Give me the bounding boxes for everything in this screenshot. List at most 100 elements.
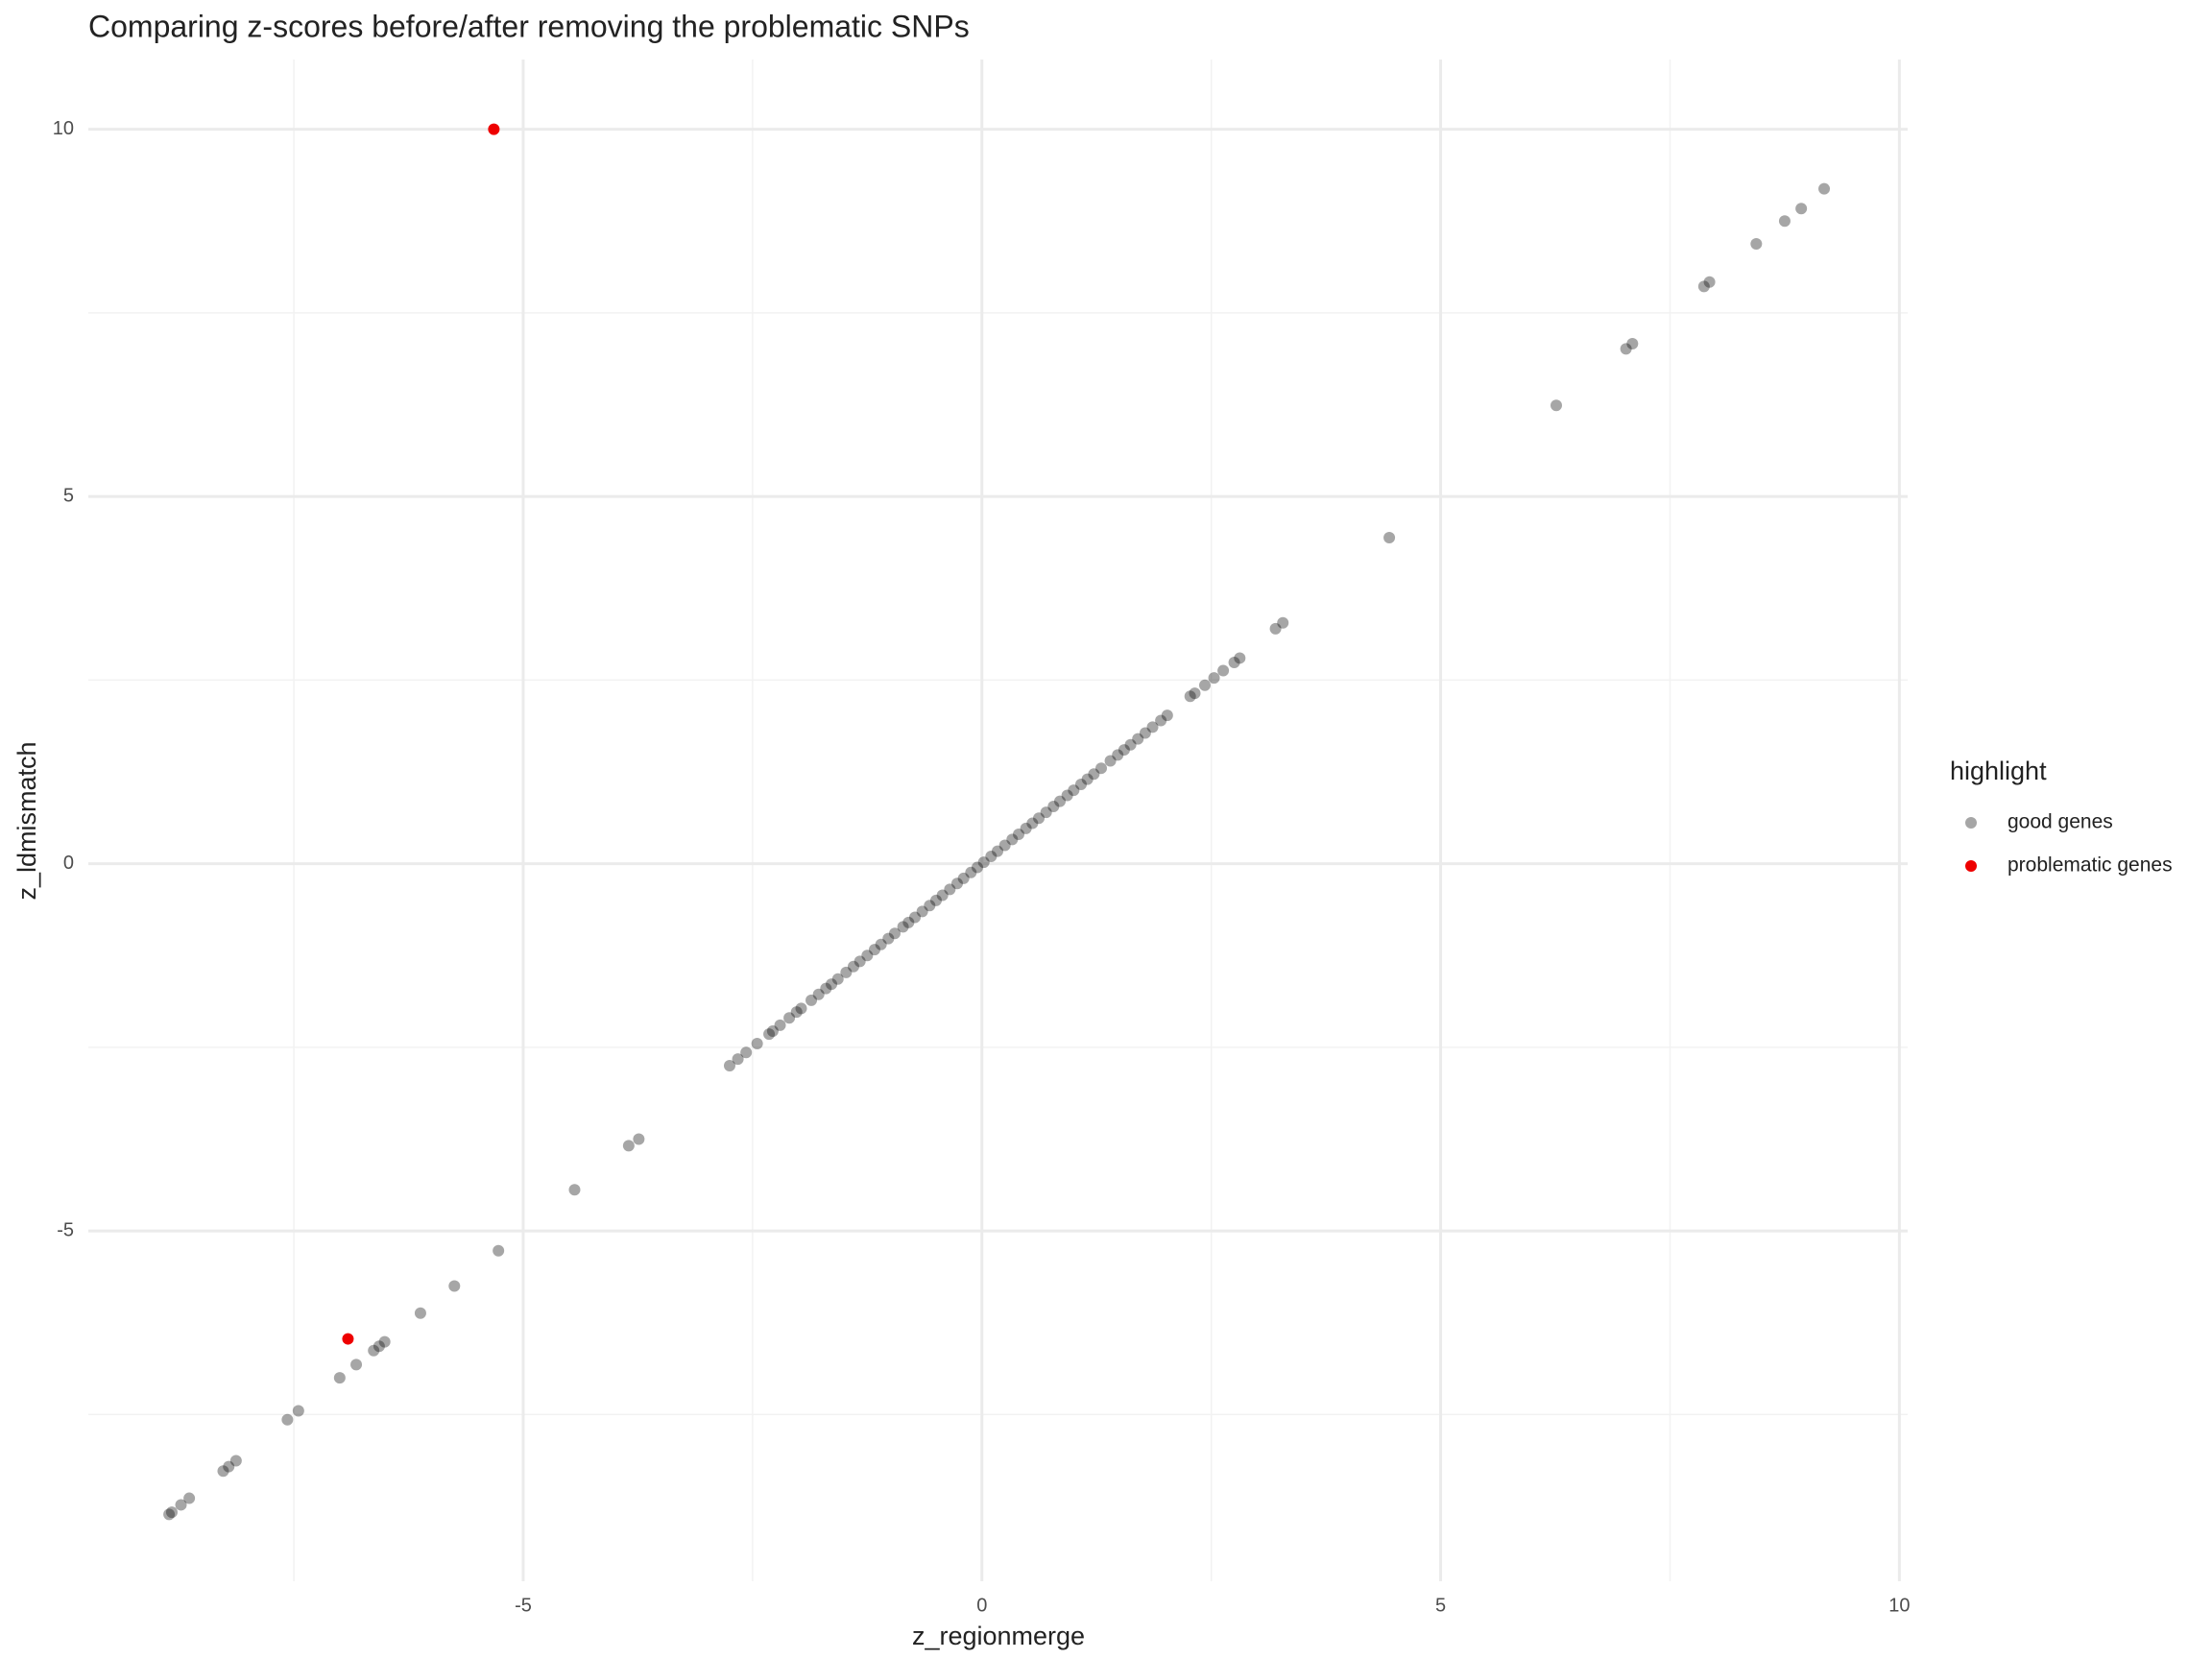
- point: [1095, 762, 1108, 775]
- point: [1088, 768, 1100, 781]
- point: [1104, 755, 1117, 767]
- point: [965, 866, 977, 878]
- point: [378, 1335, 391, 1348]
- point: [1040, 806, 1052, 819]
- point: [888, 927, 901, 940]
- point: [493, 1244, 505, 1257]
- point: [1269, 622, 1282, 635]
- point: [998, 839, 1011, 852]
- point: [992, 845, 1004, 857]
- point: [292, 1405, 304, 1417]
- point: [229, 1455, 242, 1467]
- point: [223, 1460, 235, 1473]
- point: [1033, 812, 1046, 825]
- point: [1112, 749, 1124, 761]
- point: [1703, 276, 1716, 288]
- point: [854, 955, 866, 968]
- point: [924, 900, 936, 912]
- x-tick-label: 5: [1435, 1595, 1446, 1616]
- point: [790, 1006, 803, 1019]
- y-tick-label: 10: [53, 118, 74, 139]
- point: [1068, 784, 1080, 797]
- point: [723, 1059, 735, 1071]
- point: [1818, 182, 1831, 195]
- point: [812, 988, 825, 1000]
- point: [373, 1340, 385, 1353]
- point: [1124, 738, 1137, 751]
- point: [740, 1046, 753, 1059]
- point: [1198, 679, 1211, 691]
- point: [1020, 822, 1032, 834]
- point: [414, 1307, 426, 1319]
- point: [1277, 616, 1289, 629]
- point: [971, 861, 983, 874]
- legend-title: highlight: [1950, 757, 2047, 785]
- point: [985, 850, 998, 862]
- point: [281, 1413, 294, 1426]
- point: [868, 944, 880, 956]
- point: [1228, 657, 1240, 669]
- point: [1132, 733, 1144, 745]
- point: [831, 973, 844, 985]
- point: [1146, 721, 1159, 733]
- point: [1155, 714, 1167, 727]
- point: [165, 1506, 178, 1519]
- point: [820, 982, 832, 995]
- point: [1139, 727, 1151, 739]
- point: [217, 1465, 229, 1478]
- x-tick-label: 0: [976, 1595, 987, 1616]
- point: [163, 1508, 176, 1521]
- point: [1061, 789, 1073, 802]
- point: [826, 978, 838, 991]
- point: [333, 1372, 346, 1384]
- point: [448, 1280, 461, 1292]
- legend-label: good genes: [2008, 811, 2113, 833]
- point: [183, 1492, 196, 1504]
- point: [847, 960, 859, 973]
- point: [622, 1140, 635, 1152]
- point: [897, 921, 909, 933]
- point: [1626, 338, 1639, 350]
- point: [1118, 744, 1130, 757]
- point: [751, 1038, 763, 1050]
- point: [957, 872, 970, 884]
- point: [861, 950, 874, 962]
- point: [763, 1028, 776, 1041]
- point: [902, 916, 915, 928]
- point: [916, 905, 928, 918]
- point: [1550, 399, 1562, 412]
- y-axis-label: z_ldmismatch: [12, 741, 41, 900]
- point: [1697, 280, 1710, 293]
- point: [1013, 829, 1025, 841]
- point: [783, 1012, 796, 1024]
- point: [840, 966, 853, 978]
- point: [1026, 817, 1039, 830]
- point: [342, 1333, 354, 1345]
- x-axis-label: z_regionmerge: [912, 1622, 1085, 1650]
- point: [1208, 672, 1220, 685]
- point: [875, 938, 887, 950]
- point: [1189, 687, 1201, 700]
- point: [175, 1499, 187, 1511]
- point: [1778, 215, 1791, 228]
- x-tick-label: -5: [515, 1595, 532, 1616]
- legend-label: problematic genes: [2008, 854, 2173, 877]
- point: [732, 1053, 744, 1066]
- point: [936, 889, 949, 902]
- point: [795, 1002, 807, 1015]
- chart-title: Comparing z-scores before/after removing…: [88, 9, 970, 43]
- point: [1750, 238, 1763, 251]
- point: [944, 883, 956, 896]
- x-tick-label: 10: [1888, 1595, 1910, 1616]
- y-tick-label: 0: [63, 853, 74, 874]
- point: [774, 1019, 786, 1031]
- point: [909, 911, 922, 924]
- y-tick-label: 5: [63, 485, 74, 506]
- legend-marker: [1965, 817, 1977, 829]
- point: [1054, 795, 1067, 807]
- point: [1161, 709, 1173, 722]
- legend-marker: [1965, 860, 1977, 872]
- point: [977, 856, 990, 869]
- point: [1383, 531, 1396, 543]
